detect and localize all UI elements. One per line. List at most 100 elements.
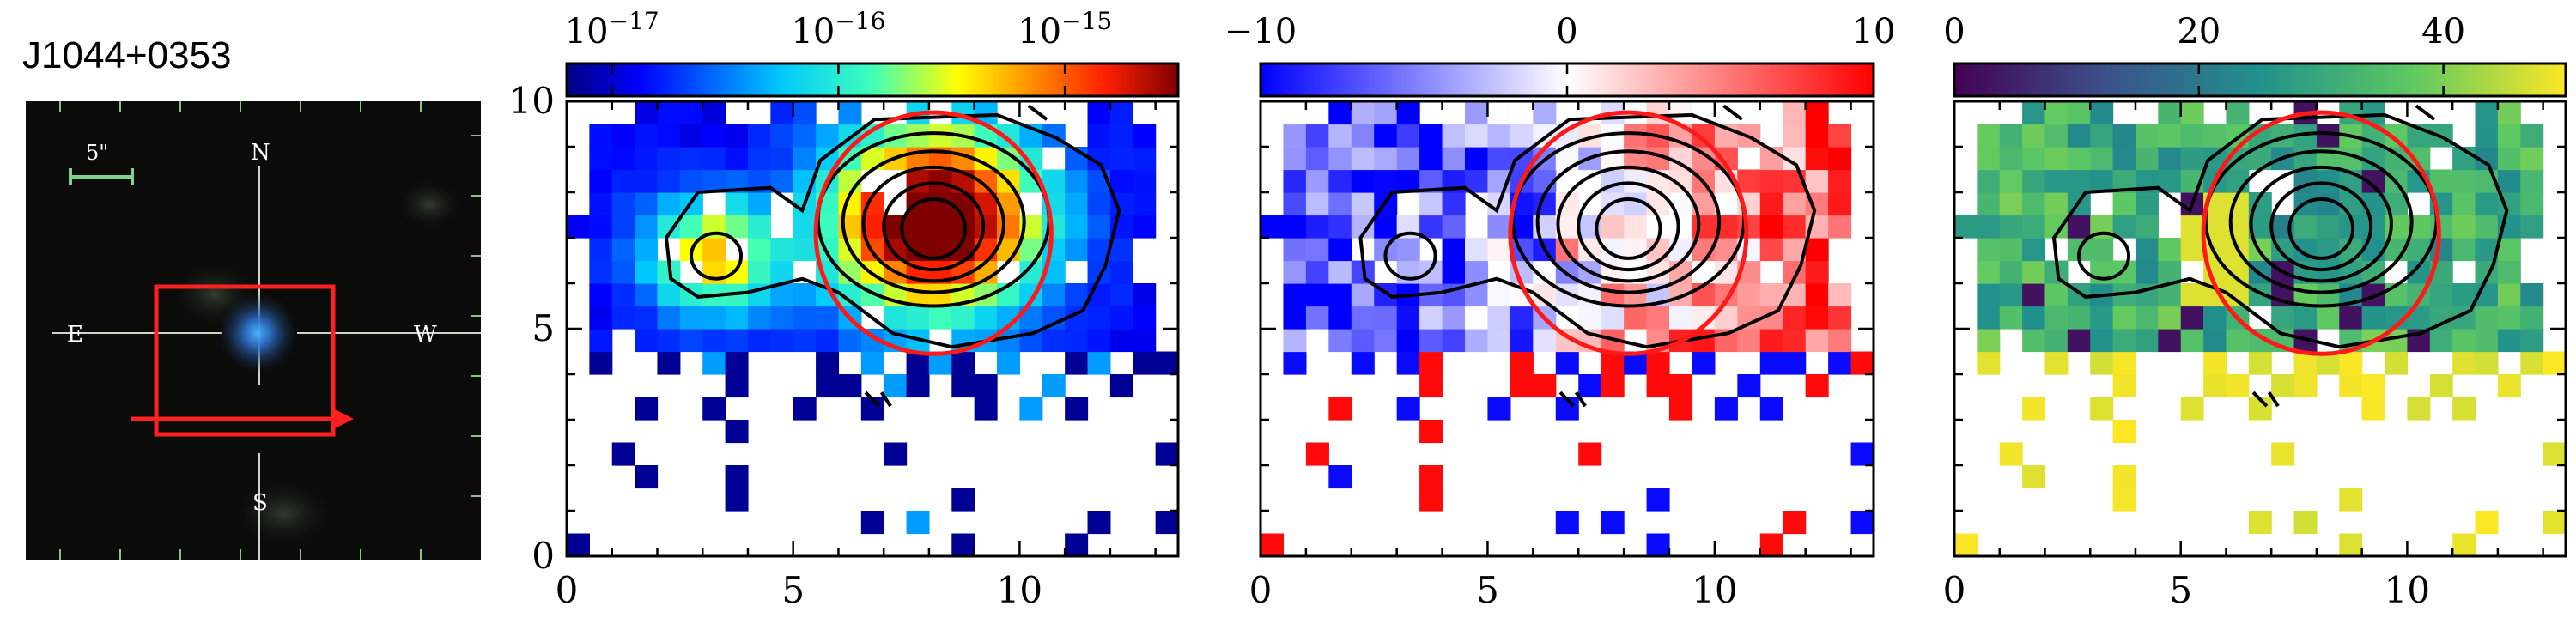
map-pixel <box>702 147 726 171</box>
map-pixel <box>589 260 613 284</box>
map-pixel <box>2022 147 2046 171</box>
map-pixel <box>1759 329 1783 353</box>
map-pixel <box>1396 306 1420 330</box>
map-pixel <box>2497 374 2521 398</box>
map-pixel <box>1109 260 1133 284</box>
map-pixel <box>2112 351 2136 375</box>
map-pixel <box>2293 215 2318 239</box>
map-pixel <box>928 215 952 239</box>
map-pixel <box>635 147 659 171</box>
map-pixel <box>702 101 726 125</box>
map-pixel <box>2090 397 2114 421</box>
slit-direction-arrow <box>131 409 354 429</box>
compass-south-label: S <box>252 490 268 516</box>
map-pixel <box>1351 351 1375 375</box>
colorbar-tick-label: 10−16 <box>791 7 885 52</box>
map-pixel <box>657 147 681 171</box>
map-pixel <box>1065 238 1089 262</box>
map-pixel <box>1805 329 1829 353</box>
map-pixel <box>793 283 817 307</box>
aperture-circle <box>813 110 1054 356</box>
map-pixel <box>1783 351 1807 375</box>
map-pixel <box>2158 260 2182 284</box>
map-pixel <box>747 192 771 216</box>
map-pixel <box>2022 260 2046 284</box>
map-pixel <box>1283 124 1307 148</box>
map-pixel <box>611 283 635 307</box>
map-pixel <box>2067 101 2091 125</box>
map-pixel <box>2385 351 2409 375</box>
map-pixel <box>635 124 659 148</box>
map-pixel <box>1977 306 2001 330</box>
map-pixel <box>679 124 703 148</box>
map-pixel <box>2452 169 2476 193</box>
map-pixel <box>1759 533 1783 556</box>
map-pixel <box>1999 442 2023 466</box>
map-pixel <box>1328 124 1352 148</box>
map-pixel <box>1646 488 1670 512</box>
map-pixel <box>2520 169 2544 193</box>
map-pixel <box>2203 306 2227 330</box>
map-pixel <box>1759 192 1783 216</box>
map-pixel <box>1419 420 1443 444</box>
contour-outer <box>1358 112 1817 349</box>
colorbar-tick-label: 10−15 <box>1018 7 1112 52</box>
map-pixel <box>635 329 659 353</box>
aperture-circle <box>1508 110 1749 356</box>
map-pixel <box>2044 351 2069 375</box>
map-pixel <box>2044 169 2069 193</box>
map-pixel <box>2180 306 2204 330</box>
map-pixel <box>2520 351 2544 375</box>
x-tick-label: 0 <box>1249 569 1273 611</box>
contour-fragment-2 <box>2415 104 2436 121</box>
map-pixel <box>816 329 840 353</box>
map-pixel <box>1692 215 1716 239</box>
map-pixel <box>1783 192 1807 216</box>
map-pixel <box>1601 215 1625 239</box>
map-pixel <box>2067 215 2091 239</box>
map-pixel <box>2044 283 2069 307</box>
map-pixel <box>725 351 749 375</box>
contour-main-3 <box>882 181 986 272</box>
scale-bar-label: 5" <box>86 141 108 165</box>
map-pixel <box>635 465 659 489</box>
map-pixel <box>1850 351 1874 375</box>
map-pixel <box>1828 215 1852 239</box>
map-pixel <box>1283 215 1307 239</box>
ticks <box>1259 100 1874 558</box>
map-pixel <box>1624 169 1648 193</box>
map-pixel <box>2475 511 2499 535</box>
scale-bar <box>69 168 134 185</box>
map-pixel <box>793 238 817 262</box>
contours-flux <box>664 104 1121 408</box>
map-pixel <box>1601 374 1625 398</box>
map-pixel <box>1510 351 1534 375</box>
map-pixel <box>951 192 975 216</box>
map-pixel <box>1133 169 1157 193</box>
map-pixel <box>2022 192 2046 216</box>
map-pixel <box>1419 260 1443 284</box>
map-pixel <box>1442 124 1466 148</box>
map-pixel <box>816 351 840 375</box>
map-pixel <box>2475 329 2499 353</box>
map-pixel <box>1419 192 1443 216</box>
map-pixel <box>2090 124 2114 148</box>
map-pixel <box>860 238 884 262</box>
map-pixel <box>860 511 884 535</box>
contour-fragment-1 <box>2267 391 2280 408</box>
map-pixel <box>770 147 794 171</box>
map-pixel <box>2316 306 2340 330</box>
map-pixel <box>747 329 771 353</box>
map-pixel <box>2452 397 2476 421</box>
map-pixel <box>2226 329 2250 353</box>
map-pixel <box>2180 147 2204 171</box>
map-pixel <box>1087 215 1111 239</box>
map-pixel <box>1805 306 1829 330</box>
contour-companion <box>690 231 744 281</box>
map-pixel <box>1646 351 1670 375</box>
map-pixel <box>2429 283 2453 307</box>
map-pixel <box>2385 215 2409 239</box>
map-pixel <box>2452 533 2476 556</box>
map-pixel <box>1487 238 1511 262</box>
map-pixel <box>1305 124 1329 148</box>
